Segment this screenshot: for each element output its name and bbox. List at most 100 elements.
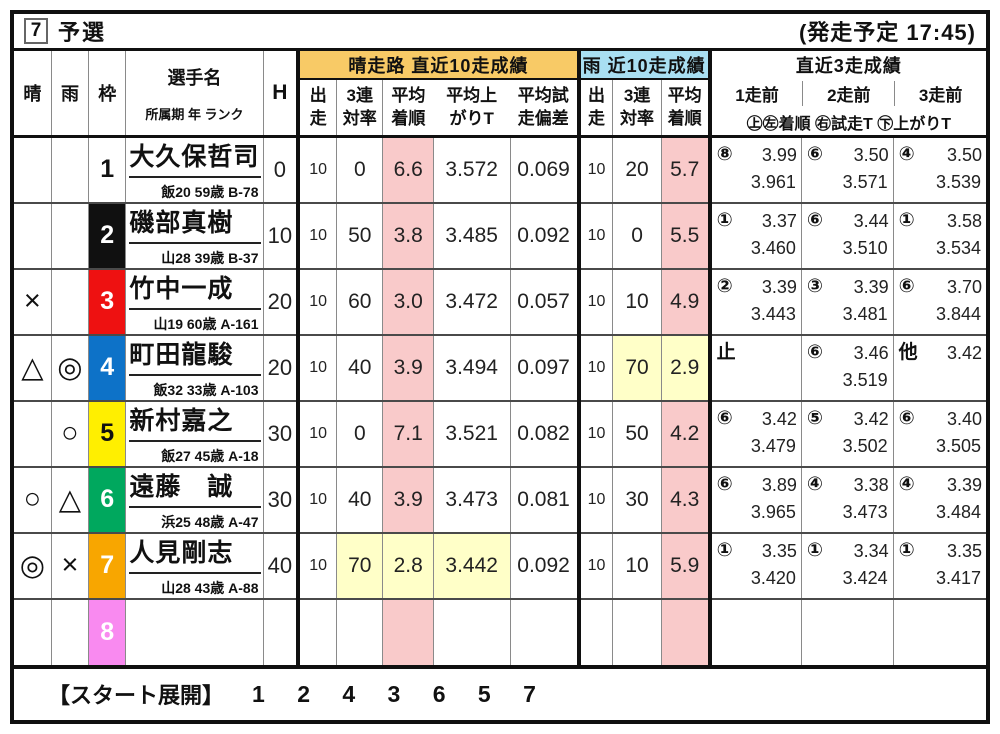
handicap-value: 40	[262, 531, 299, 599]
recent-race-1: ② 3.39 3.443	[707, 267, 802, 335]
finish-position: ①	[806, 539, 823, 561]
label: 走	[587, 109, 605, 129]
finish-position: ①	[716, 209, 733, 231]
recent-race-3: ④ 3.50 3.539	[892, 135, 986, 203]
recent-race-1: ① 3.37 3.460	[707, 201, 802, 269]
recent3-legend: ㊤㊧着順 ㊨試走T ㊦上がりT	[746, 115, 952, 133]
sunny-avg-lap-time: 3.442	[432, 531, 510, 599]
trial-time: 3.50	[853, 144, 889, 165]
lap-time: 3.510	[842, 237, 888, 258]
recent-race-2: ① 3.34 3.424	[800, 531, 894, 599]
start-formation-bar: 【スタート展開】 1 2 4 3 6 5 7	[14, 664, 986, 721]
sunny-mark: ○	[14, 465, 52, 533]
recent3-group-header: 直近3走成績	[707, 51, 986, 79]
rain-avg-finish: 5.7	[660, 135, 710, 203]
trial-time: 3.39	[853, 276, 889, 297]
recent-race-2: ⑥ 3.50 3.571	[800, 135, 894, 203]
racer-affiliation: 山28 39歳 B-37	[161, 249, 259, 266]
finish-position: ⑥	[806, 209, 823, 231]
sunny-avg-lap-time: 3.473	[432, 465, 510, 533]
label: 3連	[346, 86, 374, 106]
finish-position: ⑥	[716, 473, 733, 495]
rain-trifecta-rate	[612, 597, 662, 665]
recent-race-3: ① 3.35 3.417	[892, 531, 986, 599]
sunny-trial-deviation	[509, 597, 579, 665]
racer-name-cell: 人見剛志 山28 43歳 A-88	[125, 531, 263, 599]
recent-race-2: ⑥ 3.46 3.519	[800, 333, 894, 401]
col-header-handicap: H	[262, 51, 299, 138]
lap-time: 3.534	[935, 237, 981, 258]
start-formation-order: 1 2 4 3 6 5 7	[252, 680, 549, 707]
sunny-avg-finish: 2.8	[382, 531, 434, 599]
racer-row-8: 8	[14, 597, 986, 665]
handicap-value	[262, 597, 299, 665]
sunny-avg-finish: 7.1	[382, 399, 434, 467]
trial-time: 3.50	[946, 144, 982, 165]
racer-affiliation: 飯32 33歳 A-103	[153, 381, 259, 398]
sunny-trifecta-rate: 60	[336, 267, 383, 335]
finish-position: 他	[898, 341, 918, 363]
sunny-group-header: 晴走路 直近10走成績	[296, 51, 579, 80]
recent-race-top-line: ① 3.35	[899, 537, 982, 565]
trial-time: 3.35	[946, 540, 982, 561]
recent-race-1	[707, 597, 802, 665]
finish-position: ②	[716, 275, 733, 297]
sunny-avg-lap-time: 3.472	[432, 267, 510, 335]
handicap-value: 10	[262, 201, 299, 269]
racer-affiliation	[129, 601, 260, 605]
racer-name: 町田龍駿	[129, 337, 261, 376]
rain-mark: ◎	[50, 333, 89, 401]
lap-time: 3.460	[750, 237, 796, 258]
sunny-trial-deviation: 0.097	[509, 333, 579, 401]
sunny-starts: 10	[296, 399, 337, 467]
rain-trifecta-rate: 50	[612, 399, 662, 467]
lap-time: 3.443	[750, 303, 796, 324]
sunny-trifecta-rate: 40	[336, 333, 383, 401]
recent-race-2: ⑤ 3.42 3.502	[800, 399, 894, 467]
recent-race-3: 他 3.42	[892, 333, 986, 401]
recent-race-1: ① 3.35 3.420	[707, 531, 802, 599]
sunny-mark	[14, 135, 52, 203]
sunny-starts	[296, 597, 337, 665]
racer-affiliation: 飯20 59歳 B-78	[161, 183, 259, 200]
race-entry-table: 晴 雨 枠 選手名 所属期 年 ランク H 晴走路 直近10走成績 雨 近10走…	[14, 51, 986, 665]
sunny-trifecta-rate: 50	[336, 201, 383, 269]
label: 出	[587, 86, 605, 106]
rain-starts	[576, 597, 613, 665]
col-header-frame: 枠	[88, 51, 126, 138]
racer-affiliation: 山19 60歳 A-161	[153, 315, 259, 332]
sunny-mark: △	[14, 333, 52, 401]
racer-name-cell	[125, 597, 263, 665]
lap-time: 3.479	[750, 435, 796, 456]
rain-mark: ○	[50, 399, 89, 467]
recent-race-2: ③ 3.39 3.481	[800, 267, 894, 335]
label: 平均試	[517, 86, 569, 106]
racer-affiliation: 浜25 48歳 A-47	[161, 513, 259, 530]
rain-avg-finish: 5.9	[660, 531, 710, 599]
recent-race-3	[892, 597, 986, 665]
col-header-rain-mark: 雨	[50, 51, 89, 138]
trial-time: 3.46	[853, 342, 889, 363]
trial-time: 3.58	[946, 210, 982, 231]
trial-time: 3.34	[853, 540, 889, 561]
rain-avg-finish: 4.3	[660, 465, 710, 533]
label: 走	[309, 109, 327, 129]
sunny-avg-finish: 3.9	[382, 465, 434, 533]
label: 着順	[391, 109, 426, 129]
rain-mark	[50, 267, 89, 335]
sunny-trial-deviation: 0.069	[509, 135, 579, 203]
finish-position: ⑧	[716, 143, 733, 165]
sunny-avg-finish	[382, 597, 434, 665]
finish-position: ⑥	[806, 341, 823, 363]
col-header-rain-trifecta: 3連 対率	[612, 79, 662, 138]
recent-race-top-line: ⑥ 3.89	[717, 471, 797, 499]
recent-race-top-line: ⑥ 3.44	[807, 207, 889, 235]
col-header-sunny-mark: 晴	[14, 51, 52, 138]
recent-race-2	[800, 597, 894, 665]
rain-avg-finish: 4.2	[660, 399, 710, 467]
racer-name-cell: 新村嘉之 飯27 45歳 A-18	[125, 399, 263, 467]
rain-starts: 10	[576, 531, 613, 599]
frame-number: 3	[88, 267, 126, 335]
col-header-sunny-avg-finish: 平均 着順	[382, 79, 434, 138]
frame-number: 4	[88, 333, 126, 401]
